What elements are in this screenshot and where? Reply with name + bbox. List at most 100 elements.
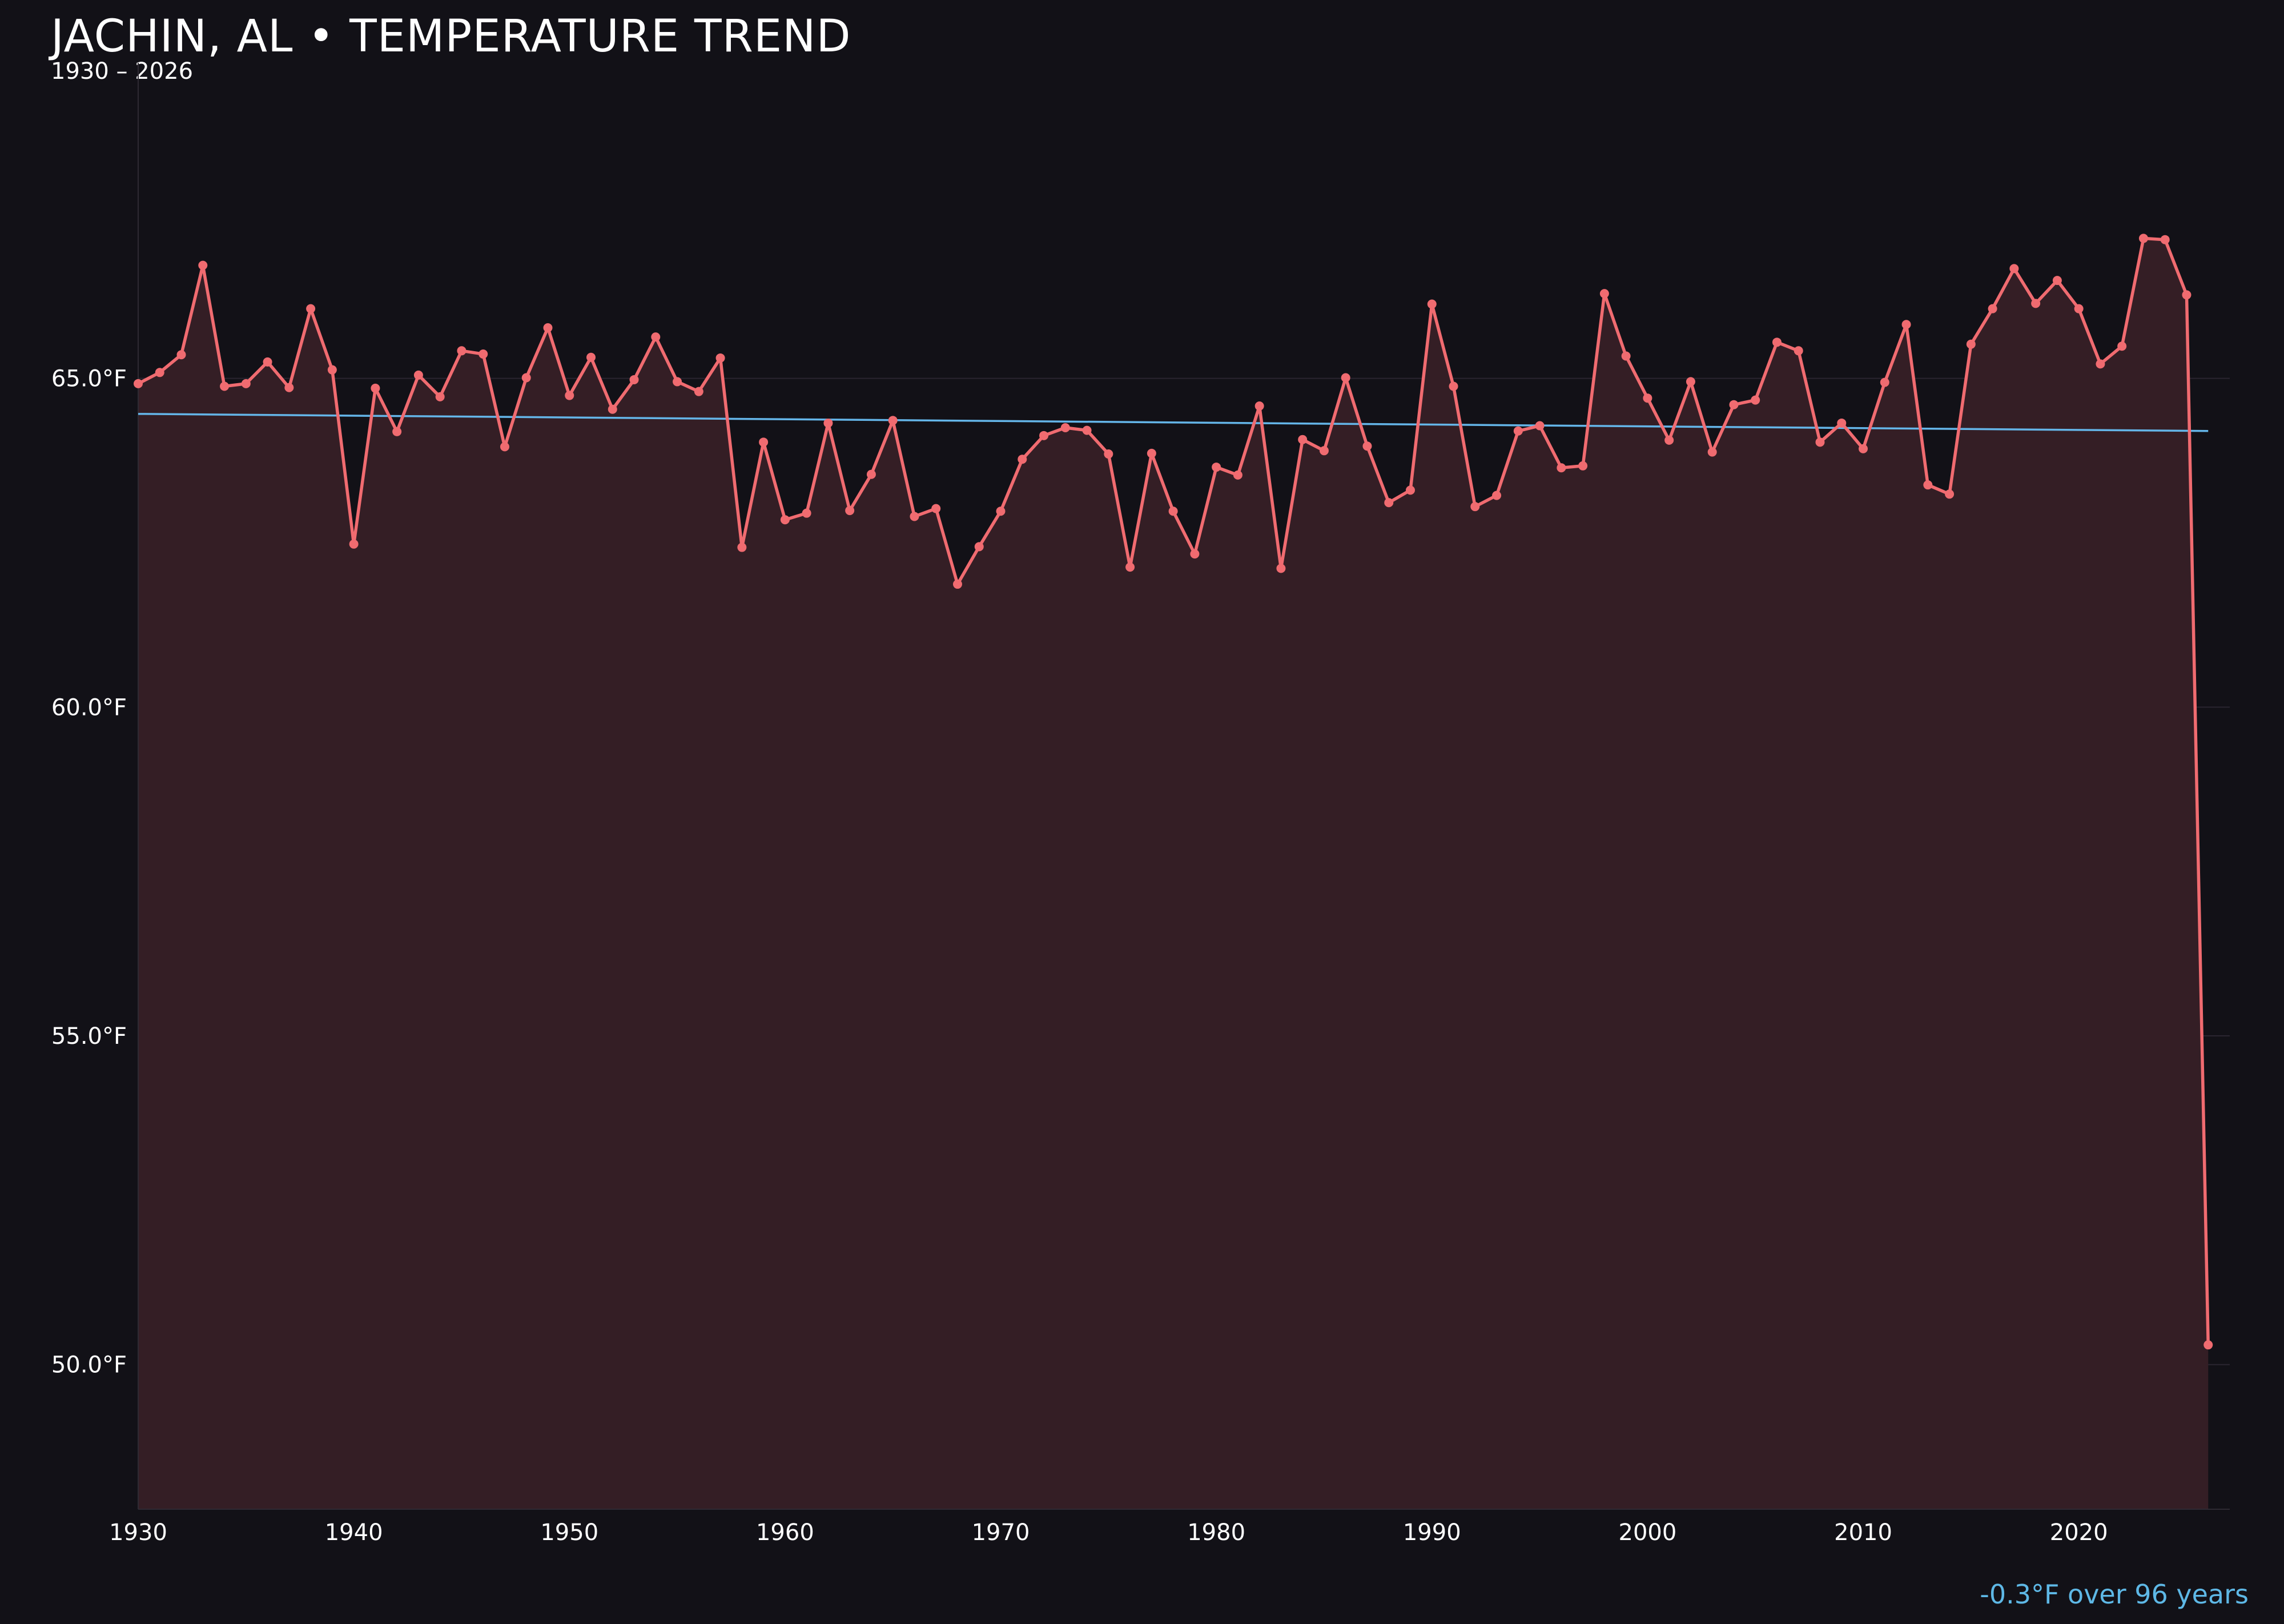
data-point	[1470, 502, 1480, 512]
x-tick-label: 1970	[972, 1520, 1030, 1546]
data-point	[2160, 235, 2170, 244]
x-tick-label: 2010	[1834, 1520, 1892, 1546]
data-point	[413, 370, 423, 380]
data-point	[1212, 463, 1221, 472]
data-point	[349, 539, 359, 549]
data-point	[845, 506, 855, 516]
x-axis-ticks: 1930 1940 1950 1960 1970 1980 1990 2000 2010 2020	[109, 1520, 2108, 1546]
data-point	[284, 383, 294, 392]
data-point	[155, 368, 164, 377]
data-point	[1039, 431, 1049, 440]
data-point	[1859, 444, 1868, 453]
data-point	[435, 392, 445, 401]
y-tick-label: 55.0°F	[51, 1023, 127, 1050]
data-point	[1815, 437, 1825, 447]
x-tick-label: 1950	[540, 1520, 598, 1546]
data-point	[952, 580, 962, 589]
data-point	[1190, 549, 1200, 559]
data-point	[1427, 299, 1437, 309]
data-point	[651, 332, 661, 342]
data-point	[1060, 423, 1070, 433]
data-point	[478, 349, 488, 359]
data-point	[1751, 395, 1760, 405]
data-point	[1125, 562, 1135, 572]
data-point	[673, 377, 682, 387]
data-point	[565, 391, 574, 400]
data-point	[1276, 564, 1286, 573]
data-point	[1901, 320, 1911, 329]
y-tick-label: 60.0°F	[51, 694, 127, 721]
trend-summary: -0.3°F over 96 years	[1980, 1579, 2249, 1610]
data-point	[2052, 276, 2062, 286]
data-points	[134, 234, 2213, 1350]
data-point	[1966, 339, 1976, 349]
data-point	[1082, 425, 1092, 435]
data-point	[2031, 299, 2041, 308]
data-point	[521, 373, 531, 383]
data-point	[715, 353, 725, 363]
data-point	[1341, 373, 1350, 383]
x-tick-label: 1980	[1187, 1520, 1245, 1546]
data-point	[2182, 290, 2191, 300]
data-point	[1147, 448, 1156, 458]
data-point	[629, 375, 639, 384]
data-point	[608, 404, 617, 414]
data-point	[1406, 485, 1416, 495]
data-point	[974, 542, 984, 552]
data-point	[2117, 341, 2127, 351]
data-point	[1233, 470, 1242, 480]
data-point	[1621, 351, 1631, 361]
data-point	[2096, 359, 2105, 369]
data-point	[823, 418, 833, 428]
data-point	[134, 379, 143, 388]
x-tick-label: 2000	[1619, 1520, 1677, 1546]
data-point	[1578, 461, 1588, 471]
data-point	[198, 260, 208, 270]
data-point	[327, 365, 337, 375]
trend-line	[138, 413, 2209, 432]
x-tick-label: 2020	[2050, 1520, 2108, 1546]
data-point	[1535, 421, 1545, 431]
chart-subtitle: 1930 – 2026	[51, 58, 194, 85]
data-point	[220, 381, 230, 391]
data-point	[176, 350, 186, 360]
data-point	[500, 442, 509, 452]
chart-title: JACHIN, AL • TEMPERATURE TREND	[51, 11, 851, 62]
data-point	[1513, 426, 1523, 436]
data-point	[1319, 446, 1329, 456]
data-point	[802, 508, 811, 518]
data-point	[1104, 449, 1113, 459]
data-point	[1945, 489, 1955, 499]
data-point	[1772, 337, 1782, 347]
data-point	[1449, 381, 1458, 391]
data-point	[780, 515, 790, 525]
data-point	[1643, 393, 1652, 403]
data-point	[2009, 264, 2019, 274]
axes	[138, 63, 2230, 1510]
data-point	[586, 352, 596, 362]
data-point	[737, 542, 747, 552]
data-point	[1384, 498, 1394, 508]
data-point	[910, 512, 919, 521]
data-point	[1018, 455, 1027, 464]
x-tick-label: 1960	[756, 1520, 814, 1546]
data-point	[1298, 435, 1308, 444]
data-point	[1794, 346, 1803, 356]
x-tick-label: 1990	[1403, 1520, 1461, 1546]
data-point	[392, 427, 402, 436]
x-tick-label: 1930	[109, 1520, 167, 1546]
data-point	[1492, 491, 1502, 500]
data-point	[1686, 377, 1695, 387]
data-point	[1988, 304, 1997, 313]
data-point	[1168, 507, 1178, 516]
x-tick-label: 1940	[325, 1520, 383, 1546]
data-point	[1729, 400, 1739, 409]
y-axis-ticks: 50.0°F 55.0°F 60.0°F 65.0°F	[51, 366, 127, 1378]
data-point	[1707, 447, 1717, 457]
y-tick-label: 65.0°F	[51, 366, 127, 392]
data-point	[931, 504, 941, 513]
data-point	[2203, 1340, 2213, 1350]
data-point	[1923, 480, 1933, 490]
data-point	[457, 346, 467, 356]
data-point	[1837, 418, 1847, 428]
